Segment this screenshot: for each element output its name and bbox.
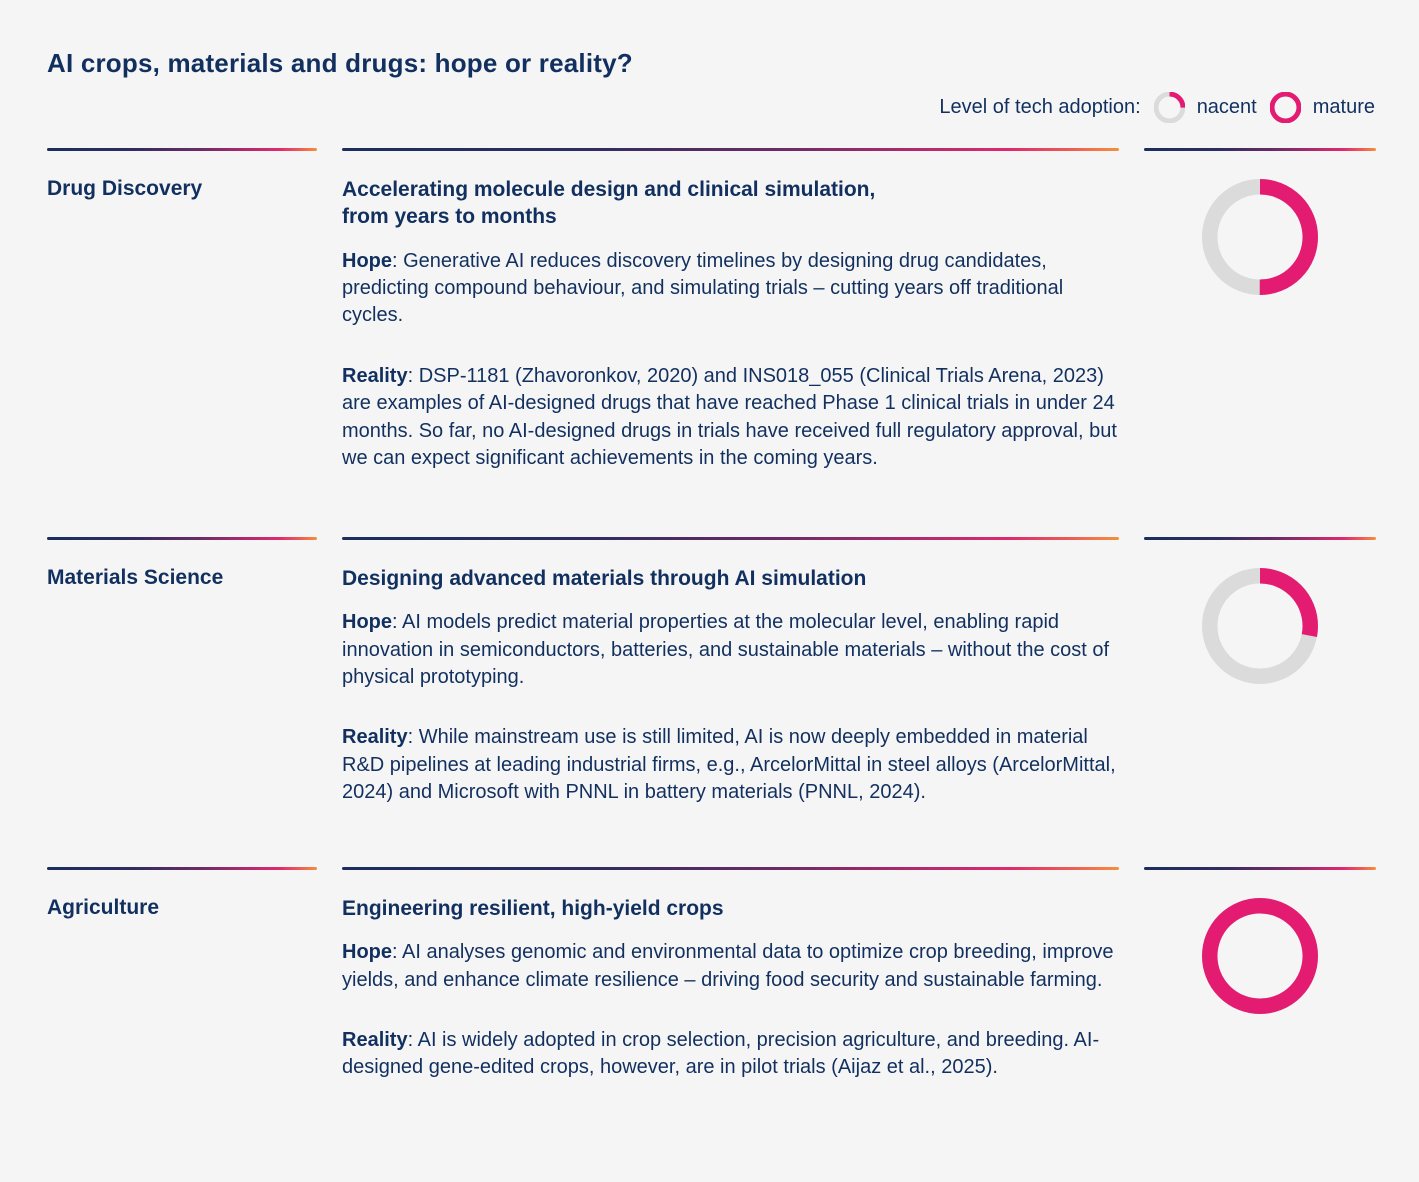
row-heading: Accelerating molecule design and clinica… (342, 178, 876, 229)
gradient-divider (47, 148, 317, 151)
category-cell: Agriculture (47, 867, 317, 1167)
category-cell: Drug Discovery (47, 148, 317, 537)
row-drug-discovery: Drug Discovery Accelerating molecule des… (47, 148, 1376, 537)
legend-item-nacent: nacent (1153, 92, 1257, 123)
category-label: Drug Discovery (47, 177, 203, 200)
legend-mature-label: mature (1312, 96, 1375, 118)
row-materials-science: Materials Science Designing advanced mat… (47, 537, 1376, 867)
reality-text: : AI is widely adopted in crop selection… (342, 1029, 1100, 1079)
gradient-divider (47, 867, 317, 870)
adoption-donut-chart (1202, 179, 1318, 295)
reality-text: : DSP-1181 (Zhavoronkov, 2020) and INS01… (342, 364, 1117, 469)
reality-paragraph: Reality: AI is widely adopted in crop se… (342, 1027, 1119, 1082)
legend-nacent-label: nacent (1196, 96, 1257, 118)
gradient-divider (342, 148, 1119, 151)
hope-label: Hope (342, 611, 392, 634)
reality-paragraph: Reality: DSP-1181 (Zhavoronkov, 2020) an… (342, 363, 1119, 473)
hope-label: Hope (342, 941, 392, 964)
reality-text: : While mainstream use is still limited,… (342, 726, 1116, 804)
content-rows: Drug Discovery Accelerating molecule des… (47, 148, 1376, 1167)
donut-cell (1144, 867, 1376, 1167)
mature-donut-icon (1269, 92, 1301, 123)
nacent-donut-icon (1153, 92, 1185, 123)
row-heading: Engineering resilient, high-yield crops (342, 897, 724, 920)
category-label: Materials Science (47, 566, 224, 589)
body-cell: Engineering resilient, high-yield crops … (342, 867, 1119, 1167)
reality-paragraph: Reality: While mainstream use is still l… (342, 724, 1119, 806)
gradient-divider (1144, 148, 1376, 151)
hope-text: : AI models predict material properties … (342, 611, 1110, 689)
row-heading: Designing advanced materials through AI … (342, 567, 867, 590)
body-cell: Designing advanced materials through AI … (342, 537, 1119, 867)
reality-label: Reality (342, 726, 408, 749)
hope-label: Hope (342, 249, 392, 272)
adoption-legend: Level of tech adoption: nacent mature (47, 92, 1375, 123)
adoption-donut-chart (1202, 568, 1318, 684)
page-title: AI crops, materials and drugs: hope or r… (47, 48, 633, 78)
hope-text: : AI analyses genomic and environmental … (342, 941, 1114, 991)
legend-item-mature: mature (1269, 92, 1375, 123)
gradient-divider (342, 537, 1119, 540)
hope-paragraph: Hope: Generative AI reduces discovery ti… (342, 248, 1119, 330)
donut-cell (1144, 537, 1376, 867)
gradient-divider (1144, 867, 1376, 870)
gradient-divider (342, 867, 1119, 870)
category-cell: Materials Science (47, 537, 317, 867)
adoption-donut-chart (1202, 898, 1318, 1014)
row-agriculture: Agriculture Engineering resilient, high-… (47, 867, 1376, 1167)
reality-label: Reality (342, 1029, 408, 1052)
gradient-divider (47, 537, 317, 540)
hope-text: : Generative AI reduces discovery timeli… (342, 249, 1064, 327)
gradient-divider (1144, 537, 1376, 540)
hope-paragraph: Hope: AI models predict material propert… (342, 609, 1119, 691)
body-cell: Accelerating molecule design and clinica… (342, 148, 1119, 537)
category-label: Agriculture (47, 896, 160, 919)
legend-label: Level of tech adoption: (939, 96, 1141, 118)
reality-label: Reality (342, 364, 408, 387)
donut-cell (1144, 148, 1376, 537)
hope-paragraph: Hope: AI analyses genomic and environmen… (342, 939, 1119, 994)
